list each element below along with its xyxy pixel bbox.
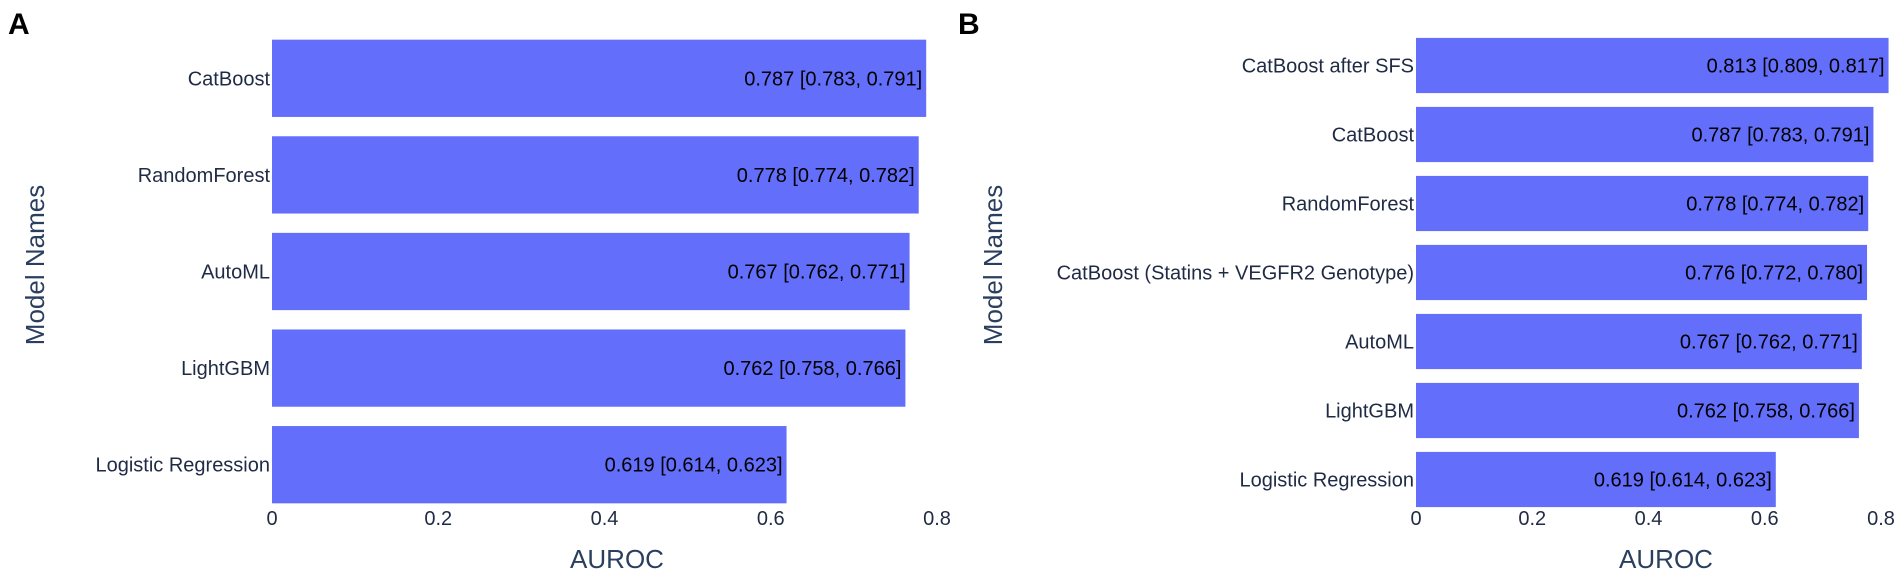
x-tick-label: 0.6 [1751,508,1779,530]
panel-a: A CatBoost 0.787 [0.783, 0.791] RandomFores… [8,8,951,574]
data-label: 0.619 [0.614, 0.623] [1594,470,1772,492]
bar [272,426,787,504]
bar [1416,244,1868,301]
category-label: CatBoost (Statins + VEGFR2 Genotype) [1057,263,1414,285]
category-label: Logistic Regression [1239,470,1414,492]
x-tick-label: 0 [1410,508,1421,530]
data-label: 0.776 [0.772, 0.780] [1685,263,1863,285]
y-axis-title: Model Names [20,185,50,345]
x-tick-label: 0.4 [1635,508,1663,530]
data-label: 0.787 [0.783, 0.791] [744,68,922,90]
x-tick-label: 0.8 [923,508,951,530]
bar [1416,175,1869,232]
category-label: CatBoost [188,68,271,90]
x-axis-title: AUROC [570,544,664,574]
x-tick-label: 0.6 [757,508,785,530]
x-tick-label: 0.4 [591,508,619,530]
x-axis-title: AUROC [1619,544,1713,574]
x-tick-label: 0.8 [1867,508,1895,530]
bar [272,39,927,117]
bar [272,232,910,311]
bar [272,329,906,407]
x-tick-label: 0 [266,508,277,530]
data-label: 0.762 [0.758, 0.766] [723,358,901,380]
panel-b: B CatBoost after SFS 0.813 [0.809, 0.817] C… [958,8,1895,574]
data-label: 0.787 [0.783, 0.791] [1692,125,1870,147]
panel-label: A [8,8,30,41]
data-label: 0.778 [0.774, 0.782] [1686,194,1864,216]
category-label: CatBoost [1332,125,1415,147]
data-label: 0.619 [0.614, 0.623] [605,455,783,477]
bar [1416,106,1874,163]
bar [1416,313,1862,370]
x-tick-label: 0.2 [1518,508,1546,530]
category-label: RandomForest [138,165,271,187]
x-tick-label: 0.2 [424,508,452,530]
y-axis-title: Model Names [978,185,1008,345]
category-label: LightGBM [181,358,270,380]
data-label: 0.813 [0.809, 0.817] [1707,56,1885,78]
category-label: RandomForest [1282,194,1415,216]
category-label: AutoML [201,262,270,284]
data-label: 0.778 [0.774, 0.782] [737,165,915,187]
data-label: 0.767 [0.762, 0.771] [1680,332,1858,354]
category-label: CatBoost after SFS [1242,56,1414,78]
bar [272,136,919,214]
bar [1416,37,1889,94]
category-label: Logistic Regression [95,455,270,477]
category-label: AutoML [1345,332,1414,354]
bar [1416,451,1776,508]
data-label: 0.767 [0.762, 0.771] [728,262,906,284]
panel-label: B [958,8,980,41]
category-label: LightGBM [1325,401,1414,423]
data-label: 0.762 [0.758, 0.766] [1677,401,1855,423]
bar [1416,382,1859,439]
